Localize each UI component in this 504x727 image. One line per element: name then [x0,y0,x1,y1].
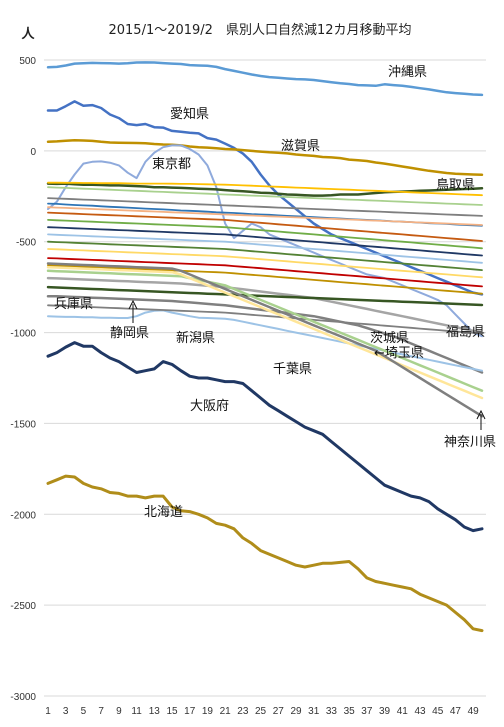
x-tick-label: 7 [98,706,104,717]
series-label: 沖縄県 [388,65,427,80]
series-label: ←埼玉県 [374,346,424,361]
x-axis-ticks: 1 3 5 7 9 11 13 15 17 19 21 23 25 27 29 31 33 35 37 39 41 43 4… [45,706,479,717]
series-line-unlabeled-10 [47,211,483,242]
series-line-unlabeled-14 [47,240,483,272]
series-line-unlabeled-11 [47,218,483,250]
y-axis-unit-label: 人 [21,26,35,42]
series-label: 茨城県 [370,331,409,346]
series-line-unlabeled-12 [47,226,483,257]
x-tick-label: 15 [166,706,178,717]
series-label: 兵庫県 [54,297,93,312]
series-line-21 [46,276,484,334]
x-tick-label: 37 [361,706,373,717]
x-tick-label: 3 [63,706,69,717]
y-tick-label: -1500 [10,419,36,430]
series-line-2 [46,139,484,177]
x-tick-label: 43 [414,706,426,717]
x-tick-label: 29 [290,706,302,717]
y-tick-label: -1000 [10,329,36,340]
series-line-23 [46,269,484,392]
series-line-4 [46,182,484,197]
series-label: 新潟県 [176,330,215,346]
series-line-unlabeled-9 [47,206,483,226]
x-tick-label: 33 [326,706,338,717]
x-tick-label: 39 [379,706,391,717]
series-label: 東京都 [152,156,191,172]
y-tick-label: -500 [16,238,36,249]
y-axis-ticks: 500 0 -500 -1000 -1500 -2000 -2500 -3000 [10,56,36,703]
gridlines [44,59,486,697]
series-line-unlabeled-17 [47,264,483,295]
series-line-unlabeled-16 [47,257,483,288]
x-tick-label: 23 [237,706,249,717]
series-line-unlabeled-15 [47,248,483,279]
x-tick-label: 49 [468,706,480,717]
x-tick-label: 35 [344,706,356,717]
x-tick-label: 17 [184,706,196,717]
series-line-27 [46,474,484,633]
series-line-22 [46,285,484,307]
y-tick-label: 500 [19,56,36,67]
series-label: 福島県 [446,325,485,340]
series-line-unlabeled-5 [47,181,483,197]
chart-title: 2015/1～2019/2 県別人口自然減12カ月移動平均 [108,22,411,38]
x-tick-label: 5 [81,706,87,717]
series-line-20 [47,304,483,335]
series-line-1 [46,100,484,296]
series-lines [46,61,484,633]
x-tick-label: 19 [202,706,214,717]
x-tick-label: 1 [45,706,51,717]
series-label: 静岡県 [110,326,149,341]
series-label: 神奈川県 [444,435,496,450]
y-tick-label: -3000 [10,692,36,703]
series-label: 愛知県 [170,106,209,122]
series-label: 千葉県 [273,362,312,377]
x-tick-label: 27 [273,706,285,717]
kanagawa-arrow-head [476,409,486,420]
y-tick-label: 0 [30,147,36,158]
x-tick-label: 9 [116,706,122,717]
series-label: 北海道 [144,505,183,520]
series-label: 大阪府 [190,399,229,414]
x-tick-label: 45 [432,706,444,717]
y-tick-label: -2500 [10,601,36,612]
series-line-0 [46,61,484,97]
series-line-24 [46,265,484,400]
series-label: 滋賀県 [281,139,320,154]
x-tick-label: 41 [397,706,409,717]
x-tick-label: 47 [450,706,462,717]
series-line-25 [46,262,484,418]
series-label: 鳥取県 [436,178,475,193]
x-tick-label: 21 [220,706,232,717]
x-tick-label: 31 [308,706,320,717]
y-tick-label: -2000 [10,510,36,521]
series-line-26 [46,341,484,533]
series-line-19 [47,309,483,372]
x-tick-label: 25 [255,706,267,717]
shizuoka-arrow-head [128,299,138,310]
series-line-unlabeled-13 [47,233,483,264]
series-line-unlabeled-7 [47,197,483,217]
x-tick-label: 13 [149,706,161,717]
x-tick-label: 11 [131,706,142,717]
series-line-unlabeled-6 [47,186,483,206]
